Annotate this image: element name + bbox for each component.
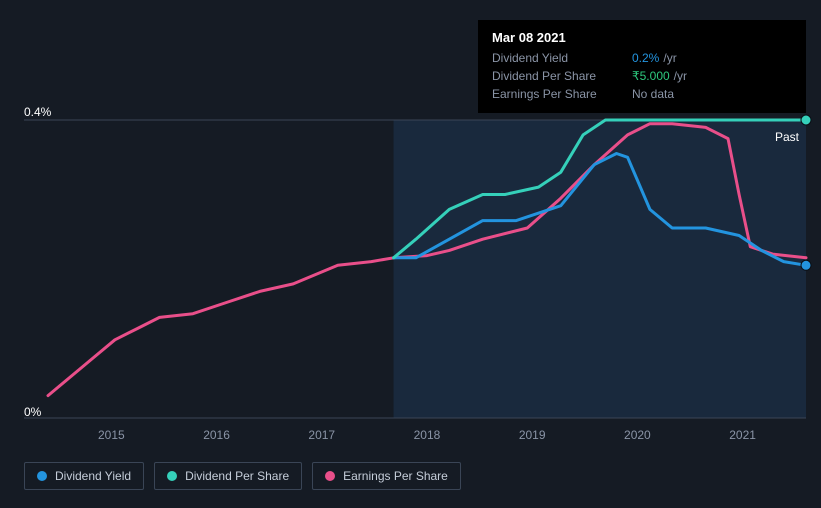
x-tick: 2016 [203, 428, 230, 442]
legend-label: Dividend Per Share [185, 469, 289, 483]
past-label: Past [775, 130, 799, 144]
tooltip-unit: /yr [663, 51, 676, 65]
tooltip-label: Dividend Per Share [492, 69, 632, 83]
x-tick: 2021 [729, 428, 756, 442]
tooltip-row-dividend-yield: Dividend Yield 0.2% /yr [492, 49, 792, 67]
x-tick: 2017 [308, 428, 335, 442]
x-tick: 2020 [624, 428, 651, 442]
chart-tooltip: Mar 08 2021 Dividend Yield 0.2% /yr Divi… [478, 20, 806, 113]
legend-dot-icon [325, 471, 335, 481]
legend-item-dividend-yield[interactable]: Dividend Yield [24, 462, 144, 490]
chart-legend: Dividend Yield Dividend Per Share Earnin… [24, 462, 461, 490]
tooltip-date: Mar 08 2021 [492, 30, 792, 45]
legend-label: Dividend Yield [55, 469, 131, 483]
x-axis-labels: 2015 2016 2017 2018 2019 2020 2021 [48, 428, 806, 442]
x-tick: 2018 [414, 428, 441, 442]
legend-label: Earnings Per Share [343, 469, 448, 483]
y-axis-label-max: 0.4% [24, 105, 51, 119]
tooltip-value: No data [632, 87, 674, 101]
legend-dot-icon [37, 471, 47, 481]
legend-item-dividend-per-share[interactable]: Dividend Per Share [154, 462, 302, 490]
tooltip-unit: /yr [674, 69, 687, 83]
dividend-chart: 0.4% 0% Past 2015 2016 2017 2018 2019 20… [0, 0, 821, 508]
tooltip-value: ₹5.000 [632, 69, 670, 83]
y-axis-label-min: 0% [24, 405, 41, 419]
x-tick: 2019 [519, 428, 546, 442]
tooltip-row-dividend-per-share: Dividend Per Share ₹5.000 /yr [492, 67, 792, 85]
tooltip-row-earnings-per-share: Earnings Per Share No data [492, 85, 792, 103]
tooltip-label: Earnings Per Share [492, 87, 632, 101]
x-tick: 2015 [98, 428, 125, 442]
tooltip-value: 0.2% [632, 51, 659, 65]
tooltip-label: Dividend Yield [492, 51, 632, 65]
legend-item-earnings-per-share[interactable]: Earnings Per Share [312, 462, 461, 490]
legend-dot-icon [167, 471, 177, 481]
